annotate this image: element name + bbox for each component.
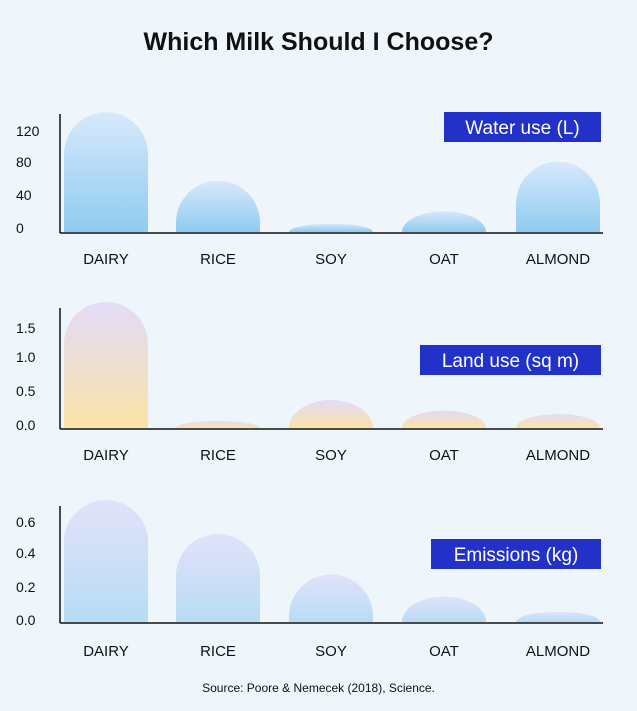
y-tick-label: 1.0 xyxy=(16,349,36,365)
bar-almond xyxy=(516,611,600,622)
y-tick-label: 120 xyxy=(16,123,40,139)
bar-rice xyxy=(176,533,260,622)
x-tick-label: OAT xyxy=(429,447,459,464)
y-tick-label: 0.0 xyxy=(16,417,36,433)
bar-dairy xyxy=(64,500,148,622)
y-tick-label: 80 xyxy=(16,154,32,170)
bar-soy xyxy=(289,400,373,428)
x-tick-label: DAIRY xyxy=(83,251,129,268)
y-tick-label: 0.6 xyxy=(16,514,36,530)
y-tick-label: 40 xyxy=(16,187,32,203)
bar-almond xyxy=(516,161,600,232)
x-tick-label: ALMOND xyxy=(526,251,590,268)
chart-panel-1: 120 80 40 0 DAIRY RICE SOY OAT ALMOND Water use (… xyxy=(16,112,603,268)
legend-box xyxy=(420,345,601,375)
source-note: Source: Poore & Nemecek (2018), Science. xyxy=(202,681,435,695)
legend-label: Land use (sq m) xyxy=(442,351,579,372)
x-tick-label: SOY xyxy=(315,251,347,268)
x-tick-label: RICE xyxy=(200,447,236,464)
y-tick-label: 0.0 xyxy=(16,612,36,628)
x-tick-label: DAIRY xyxy=(83,643,129,660)
bar-almond xyxy=(516,414,600,428)
bar-dairy xyxy=(64,112,148,232)
y-tick-label: 0 xyxy=(16,220,24,236)
bar-oat xyxy=(402,596,486,622)
x-tick-label: RICE xyxy=(200,643,236,660)
bar-dairy xyxy=(64,302,148,428)
legend-box xyxy=(431,539,601,569)
x-tick-label: SOY xyxy=(315,643,347,660)
chart-panel-3: 0.6 0.4 0.2 0.0 DAIRY RICE SOY OAT ALMOND Emissio… xyxy=(16,500,603,660)
bar-oat xyxy=(402,410,486,428)
bar-oat xyxy=(402,211,486,232)
x-tick-label: ALMOND xyxy=(526,643,590,660)
chart-title: Which Milk Should I Choose? xyxy=(143,28,494,56)
y-tick-label: 0.5 xyxy=(16,383,36,399)
bar-soy xyxy=(289,574,373,622)
chart-panel-2: 1.5 1.0 0.5 0.0 DAIRY RICE SOY OAT ALMOND Land us… xyxy=(16,302,603,464)
x-tick-label: ALMOND xyxy=(526,447,590,464)
legend-box xyxy=(444,112,601,142)
legend-label: Emissions (kg) xyxy=(454,545,579,566)
bar-soy xyxy=(289,223,373,232)
legend-label: Water use (L) xyxy=(465,118,579,139)
x-tick-label: RICE xyxy=(200,251,236,268)
y-tick-label: 0.2 xyxy=(16,579,36,595)
x-tick-label: DAIRY xyxy=(83,447,129,464)
y-tick-label: 0.4 xyxy=(16,545,36,561)
bar-rice xyxy=(176,180,260,232)
bar-rice xyxy=(176,421,260,428)
x-tick-label: OAT xyxy=(429,251,459,268)
y-tick-label: 1.5 xyxy=(16,320,36,336)
x-tick-label: OAT xyxy=(429,643,459,660)
x-tick-label: SOY xyxy=(315,447,347,464)
